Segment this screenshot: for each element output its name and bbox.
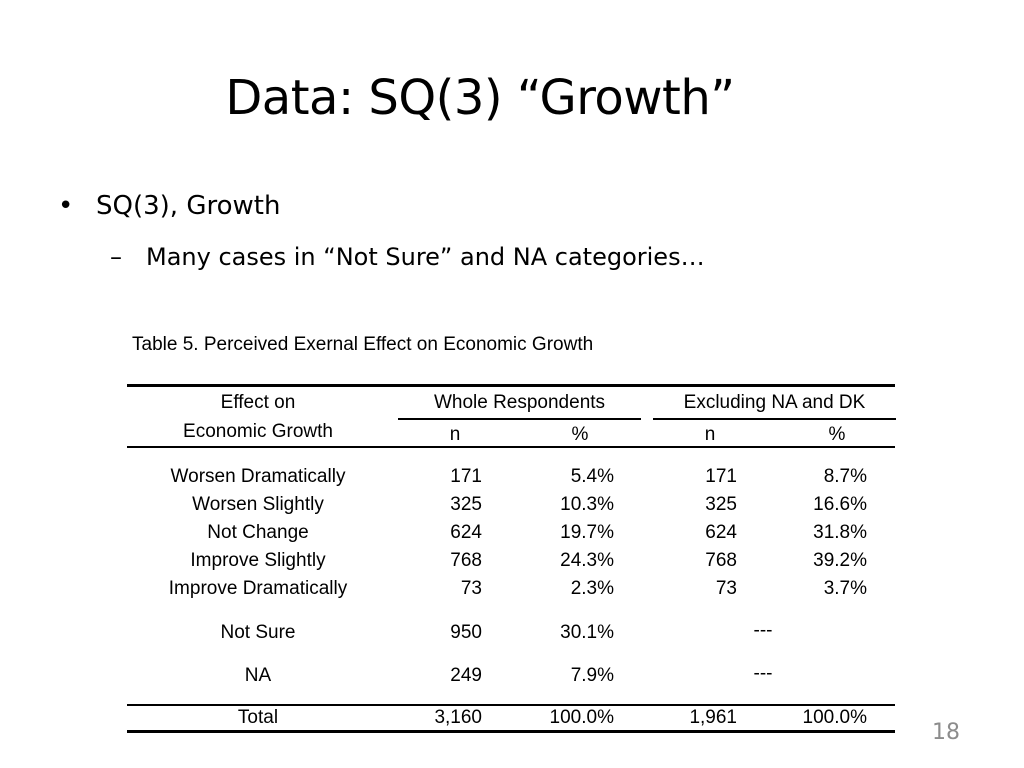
cell-n-whole: 325 <box>450 494 482 515</box>
cell-excluded-marker: --- <box>753 663 773 684</box>
cell-n-excluding: 768 <box>705 550 737 571</box>
cell-n-excluding: 325 <box>705 494 737 515</box>
page-number: 18 <box>932 720 960 745</box>
row-label: Worsen Dramatically <box>170 466 346 487</box>
row-label: Not Sure <box>220 622 296 643</box>
cell-n-whole: 768 <box>450 550 482 571</box>
cell-pct-whole: 10.3% <box>560 494 614 515</box>
total-top-rule <box>127 704 895 706</box>
header-group-excluding: Excluding NA and DK <box>683 392 866 413</box>
header-pct: % <box>828 424 846 445</box>
cell-excluded-marker: --- <box>753 620 773 641</box>
row-label: Worsen Slightly <box>192 494 324 515</box>
group1-underline <box>398 418 641 420</box>
cell-pct-excluding: 3.7% <box>823 578 867 599</box>
cell-n-excluding: 171 <box>705 466 737 487</box>
group2-underline <box>653 418 896 420</box>
row-label: Not Change <box>207 522 309 543</box>
cell-n-whole: 249 <box>450 665 482 686</box>
cell-n-whole: 624 <box>450 522 482 543</box>
cell-pct-whole: 2.3% <box>570 578 614 599</box>
cell-pct-excluding: 39.2% <box>813 550 867 571</box>
cell-pct-excluding: 8.7% <box>823 466 867 487</box>
bullet-text: SQ(3), Growth <box>96 191 281 221</box>
header-row-label: Effect on <box>220 392 296 413</box>
cell-pct-whole: 19.7% <box>560 522 614 543</box>
table-caption: Table 5. Perceived Exernal Effect on Eco… <box>132 334 594 355</box>
total-n-excluding: 1,961 <box>689 707 737 728</box>
cell-pct-whole: 24.3% <box>560 550 614 571</box>
header-n: n <box>704 424 716 445</box>
row-label: Improve Dramatically <box>168 578 348 599</box>
cell-pct-excluding: 31.8% <box>813 522 867 543</box>
cell-pct-excluding: 16.6% <box>813 494 867 515</box>
bullet-marker: – <box>110 243 122 271</box>
bullet-text: Many cases in “Not Sure” and NA categori… <box>146 243 705 271</box>
header-n: n <box>449 424 461 445</box>
cell-pct-whole: 7.9% <box>570 665 614 686</box>
bullet-marker: • <box>58 191 74 221</box>
header-bottom-rule <box>127 446 895 448</box>
cell-n-whole: 73 <box>460 578 482 599</box>
cell-pct-whole: 30.1% <box>560 622 614 643</box>
header-row-label: Economic Growth <box>183 421 333 442</box>
total-pct-excluding: 100.0% <box>802 707 867 728</box>
total-n-whole: 3,160 <box>434 707 482 728</box>
total-pct-whole: 100.0% <box>549 707 614 728</box>
table-bottom-rule <box>127 730 895 733</box>
cell-n-whole: 950 <box>450 622 482 643</box>
cell-n-excluding: 624 <box>705 522 737 543</box>
table-top-rule <box>127 384 895 387</box>
row-label: Improve Slightly <box>190 550 326 571</box>
header-group-whole: Whole Respondents <box>433 392 606 413</box>
header-pct: % <box>571 424 589 445</box>
cell-pct-whole: 5.4% <box>570 466 614 487</box>
slide-title: Data: SQ(3) “Growth” <box>225 70 735 126</box>
cell-n-excluding: 73 <box>715 578 737 599</box>
row-label: NA <box>244 665 272 686</box>
cell-n-whole: 171 <box>450 466 482 487</box>
total-label: Total <box>237 707 279 728</box>
